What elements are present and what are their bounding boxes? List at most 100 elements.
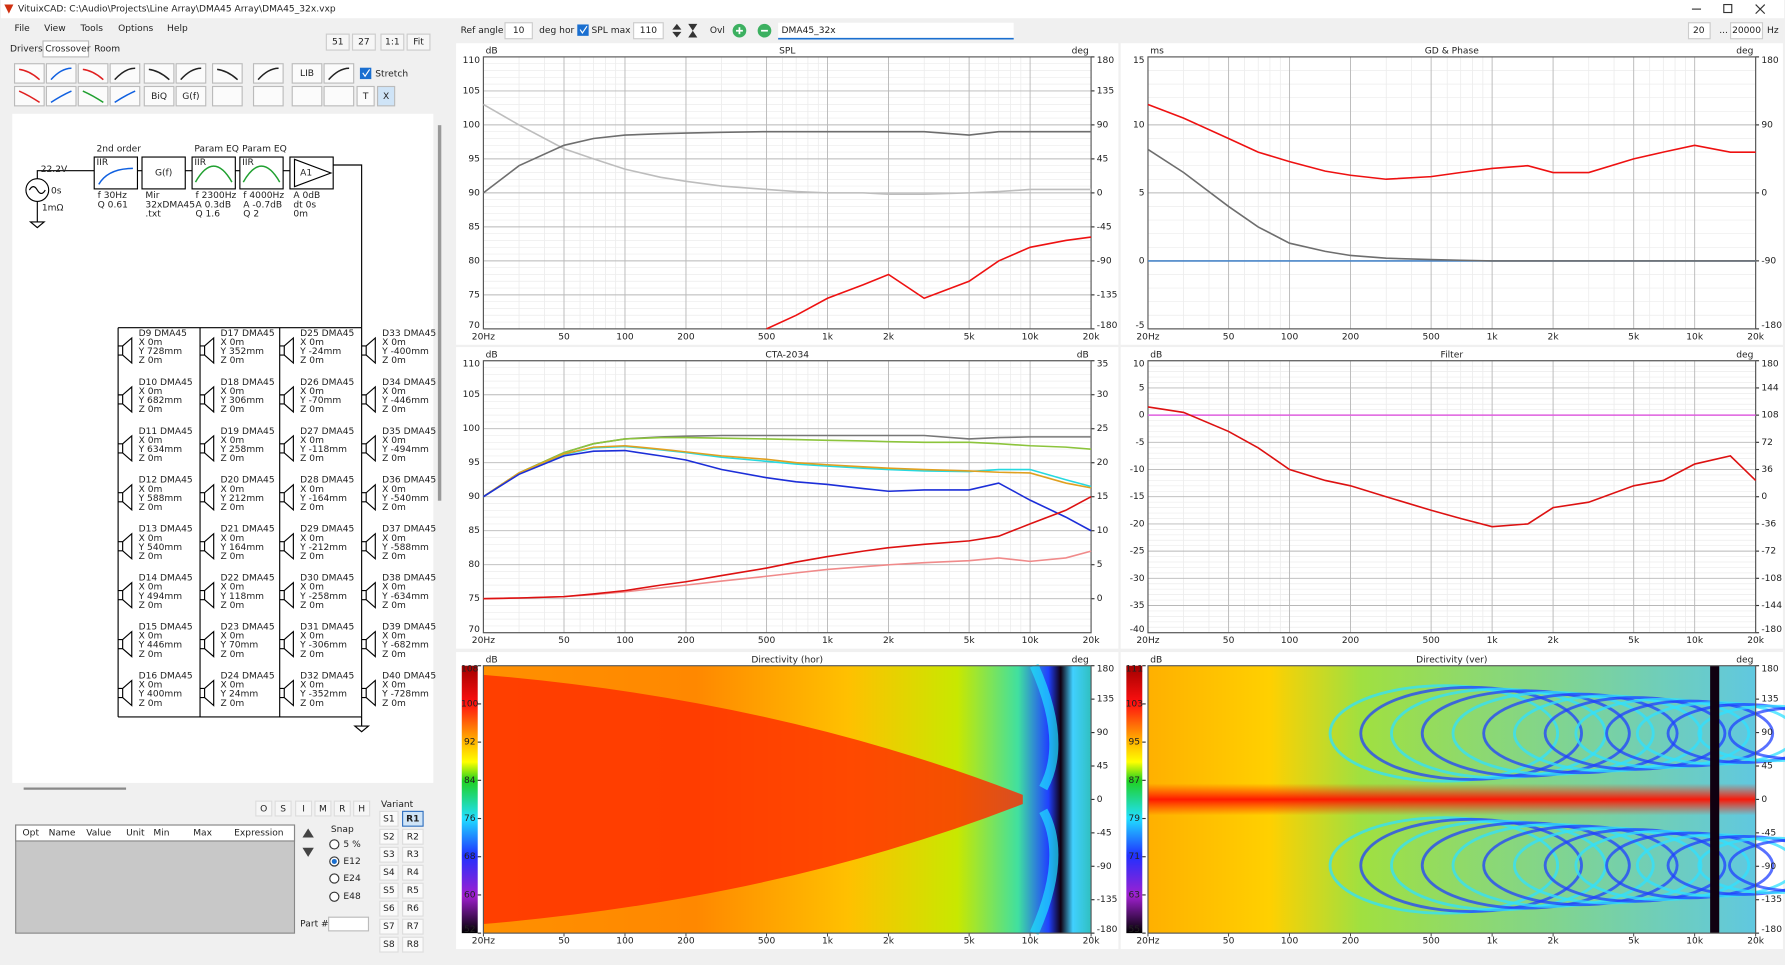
toolbar-button[interactable] xyxy=(211,85,243,107)
zoom-button[interactable] xyxy=(325,33,350,51)
toolbar-button[interactable] xyxy=(323,85,355,107)
driver-icon[interactable] xyxy=(279,434,294,463)
driver-name[interactable]: D36 DMA45 xyxy=(382,476,436,486)
driver-icon[interactable] xyxy=(200,581,215,609)
driver-name[interactable]: D31 DMA45 xyxy=(300,623,354,633)
driver-icon[interactable] xyxy=(118,336,133,365)
zoom-button[interactable] xyxy=(351,33,376,51)
param-button[interactable] xyxy=(314,800,332,817)
variant-button[interactable] xyxy=(379,918,399,935)
variant-s[interactable]: S8 xyxy=(383,940,395,950)
part-input[interactable] xyxy=(328,916,370,932)
driver-name[interactable]: D37 DMA45 xyxy=(382,525,436,535)
driver-icon[interactable] xyxy=(279,483,294,512)
toolbar-button[interactable] xyxy=(376,85,396,107)
freq-max[interactable]: 20000 xyxy=(1732,26,1761,36)
driver-name[interactable]: D18 DMA45 xyxy=(221,378,275,388)
freq-min-input[interactable] xyxy=(1687,22,1711,40)
driver-icon[interactable] xyxy=(361,434,376,463)
driver-icon[interactable] xyxy=(118,581,133,609)
toolbar-button[interactable] xyxy=(45,63,77,84)
param-button[interactable] xyxy=(255,800,273,817)
driver-icon[interactable] xyxy=(279,679,294,707)
variant-button[interactable] xyxy=(402,846,424,863)
driver-icon[interactable] xyxy=(200,434,215,463)
driver-name[interactable]: D35 DMA45 xyxy=(382,427,436,437)
variant-s[interactable]: S3 xyxy=(383,850,395,860)
driver-icon[interactable] xyxy=(118,532,133,560)
spl-max-input[interactable] xyxy=(633,22,664,40)
param-button-label[interactable]: M xyxy=(319,805,327,815)
variant-r[interactable]: R5 xyxy=(407,886,419,896)
tab-label[interactable]: Crossover xyxy=(45,44,90,54)
crossover-block[interactable] xyxy=(191,156,236,190)
variant-button[interactable] xyxy=(379,828,399,845)
variant-button[interactable] xyxy=(379,846,399,863)
driver-icon[interactable] xyxy=(361,483,376,512)
driver-name[interactable]: D32 DMA45 xyxy=(300,671,354,681)
driver-icon[interactable] xyxy=(361,630,376,658)
crossover-block[interactable] xyxy=(141,156,186,190)
spl-max-value[interactable]: 110 xyxy=(640,26,658,36)
param-button-label[interactable]: I xyxy=(302,805,305,815)
driver-name[interactable]: D39 DMA45 xyxy=(382,623,436,633)
param-button[interactable] xyxy=(274,800,292,817)
crossover-block[interactable] xyxy=(239,156,284,190)
variant-button[interactable] xyxy=(379,810,399,827)
variant-s[interactable]: S4 xyxy=(383,868,395,878)
driver-name[interactable]: D26 DMA45 xyxy=(300,378,354,388)
variant-r[interactable]: R3 xyxy=(407,850,419,860)
zoom-button-label[interactable]: Fit xyxy=(413,38,424,48)
project-name[interactable]: DMA45_32x xyxy=(782,26,837,36)
driver-name[interactable]: D12 DMA45 xyxy=(139,476,193,486)
driver-name[interactable]: D25 DMA45 xyxy=(300,329,354,339)
param-button[interactable] xyxy=(333,800,351,817)
snap-radio[interactable] xyxy=(329,891,340,902)
toolbar-button[interactable] xyxy=(143,85,175,107)
param-button-label[interactable]: O xyxy=(260,805,267,815)
driver-icon[interactable] xyxy=(118,434,133,463)
snap-option[interactable]: E24 xyxy=(343,874,361,884)
driver-name[interactable]: D19 DMA45 xyxy=(221,427,275,437)
param-button-label[interactable]: H xyxy=(358,805,365,815)
spl-max-checkbox[interactable] xyxy=(577,24,589,36)
driver-icon[interactable] xyxy=(279,630,294,658)
driver-icon[interactable] xyxy=(361,581,376,609)
project-field[interactable] xyxy=(778,22,1014,39)
driver-name[interactable]: D9 DMA45 xyxy=(139,329,187,339)
variant-s[interactable]: S7 xyxy=(383,922,395,932)
driver-icon[interactable] xyxy=(200,483,215,512)
variant-button[interactable] xyxy=(402,882,424,899)
driver-name[interactable]: D16 DMA45 xyxy=(139,671,193,681)
driver-icon[interactable] xyxy=(279,581,294,609)
toolbar-button[interactable] xyxy=(143,63,175,84)
driver-name[interactable]: D14 DMA45 xyxy=(139,574,193,584)
spin-button[interactable] xyxy=(672,23,698,38)
driver-icon[interactable] xyxy=(361,679,376,707)
driver-icon[interactable] xyxy=(361,532,376,560)
variant-button[interactable] xyxy=(379,936,399,953)
variant-r[interactable]: R7 xyxy=(407,922,419,932)
driver-icon[interactable] xyxy=(200,630,215,658)
variant-button[interactable] xyxy=(379,882,399,899)
variant-button[interactable] xyxy=(402,864,424,881)
driver-name[interactable]: D34 DMA45 xyxy=(382,378,436,388)
driver-icon[interactable] xyxy=(200,336,215,365)
ref-angle-value[interactable]: 10 xyxy=(513,26,525,36)
toolbar-button[interactable] xyxy=(252,85,284,107)
ref-angle-input[interactable] xyxy=(504,22,533,40)
toolbar-button[interactable] xyxy=(211,63,243,84)
stretch-label[interactable]: Stretch xyxy=(375,69,408,79)
move-down[interactable] xyxy=(302,847,314,857)
toolbar-button[interactable] xyxy=(175,63,207,84)
zoom-button-label[interactable]: 1:1 xyxy=(385,38,400,48)
crossover-block[interactable] xyxy=(289,156,334,190)
driver-name[interactable]: D30 DMA45 xyxy=(300,574,354,584)
toolbar-button[interactable] xyxy=(291,63,323,84)
toolbar-button[interactable] xyxy=(291,85,323,107)
driver-name[interactable]: D22 DMA45 xyxy=(221,574,275,584)
toolbar-button[interactable] xyxy=(77,63,109,84)
driver-icon[interactable] xyxy=(279,532,294,560)
toolbar-button[interactable] xyxy=(109,63,141,84)
driver-name[interactable]: D20 DMA45 xyxy=(221,476,275,486)
